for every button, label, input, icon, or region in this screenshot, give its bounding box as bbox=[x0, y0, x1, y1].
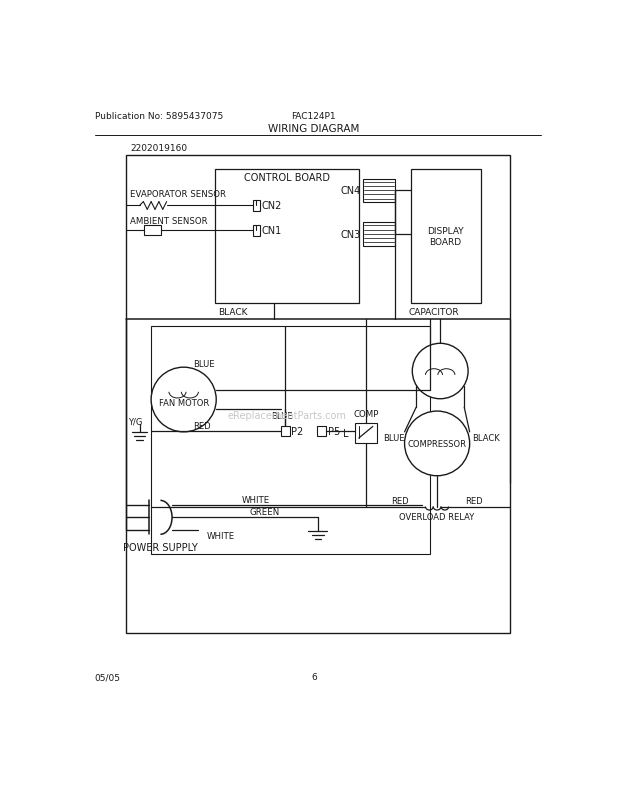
Text: 2202019160: 2202019160 bbox=[130, 144, 187, 153]
Bar bbox=[317, 427, 326, 436]
Circle shape bbox=[412, 344, 468, 399]
Text: BLACK: BLACK bbox=[472, 433, 500, 442]
Text: BLUE: BLUE bbox=[383, 433, 404, 442]
Text: OVERLOAD RELAY: OVERLOAD RELAY bbox=[399, 512, 475, 521]
Bar bbox=[355, 423, 376, 443]
Text: WHITE: WHITE bbox=[206, 531, 235, 540]
Text: RED: RED bbox=[193, 422, 211, 431]
Text: EVAPORATOR SENSOR: EVAPORATOR SENSOR bbox=[130, 190, 226, 199]
Text: 05/05: 05/05 bbox=[94, 672, 120, 682]
Bar bbox=[410, 169, 480, 304]
Text: CN4: CN4 bbox=[340, 186, 360, 196]
Text: BLUE: BLUE bbox=[193, 359, 215, 368]
Text: BLUE: BLUE bbox=[272, 411, 293, 421]
Text: CN3: CN3 bbox=[340, 229, 360, 240]
Text: BLACK: BLACK bbox=[218, 308, 247, 317]
Text: RED: RED bbox=[392, 496, 409, 505]
Bar bbox=[151, 327, 430, 554]
Text: AMBIENT SENSOR: AMBIENT SENSOR bbox=[130, 217, 208, 226]
Bar bbox=[253, 225, 260, 237]
Text: RED: RED bbox=[465, 496, 482, 505]
Text: COMPRESSOR: COMPRESSOR bbox=[407, 439, 467, 448]
Text: WIRING DIAGRAM: WIRING DIAGRAM bbox=[268, 124, 360, 134]
Text: eReplacementParts.com: eReplacementParts.com bbox=[228, 411, 346, 420]
Text: DISPLAY
BOARD: DISPLAY BOARD bbox=[427, 227, 464, 246]
Text: 6: 6 bbox=[311, 672, 317, 682]
Text: CN1: CN1 bbox=[261, 226, 281, 236]
Text: CONTROL BOARD: CONTROL BOARD bbox=[244, 172, 330, 183]
Text: CN2: CN2 bbox=[261, 201, 281, 211]
Text: CAPACITOR: CAPACITOR bbox=[409, 308, 459, 317]
Text: L: L bbox=[343, 428, 348, 438]
Text: FAN MOTOR: FAN MOTOR bbox=[159, 399, 209, 407]
Circle shape bbox=[404, 411, 470, 476]
Bar bbox=[363, 180, 396, 202]
Circle shape bbox=[151, 367, 216, 432]
Text: COMP: COMP bbox=[353, 409, 378, 419]
Text: Y/G: Y/G bbox=[128, 417, 142, 426]
Bar bbox=[125, 156, 510, 633]
Bar bbox=[216, 169, 359, 304]
Bar bbox=[144, 226, 161, 236]
Bar bbox=[363, 223, 396, 246]
Text: FAC124P1: FAC124P1 bbox=[291, 111, 336, 121]
Bar bbox=[253, 200, 260, 212]
Text: P5: P5 bbox=[328, 427, 340, 436]
Text: GREEN: GREEN bbox=[250, 508, 280, 516]
Bar bbox=[280, 427, 290, 436]
Text: Publication No: 5895437075: Publication No: 5895437075 bbox=[94, 111, 223, 121]
Text: WHITE: WHITE bbox=[242, 496, 270, 504]
Text: POWER SUPPLY: POWER SUPPLY bbox=[123, 542, 198, 552]
Text: P2: P2 bbox=[291, 427, 304, 436]
